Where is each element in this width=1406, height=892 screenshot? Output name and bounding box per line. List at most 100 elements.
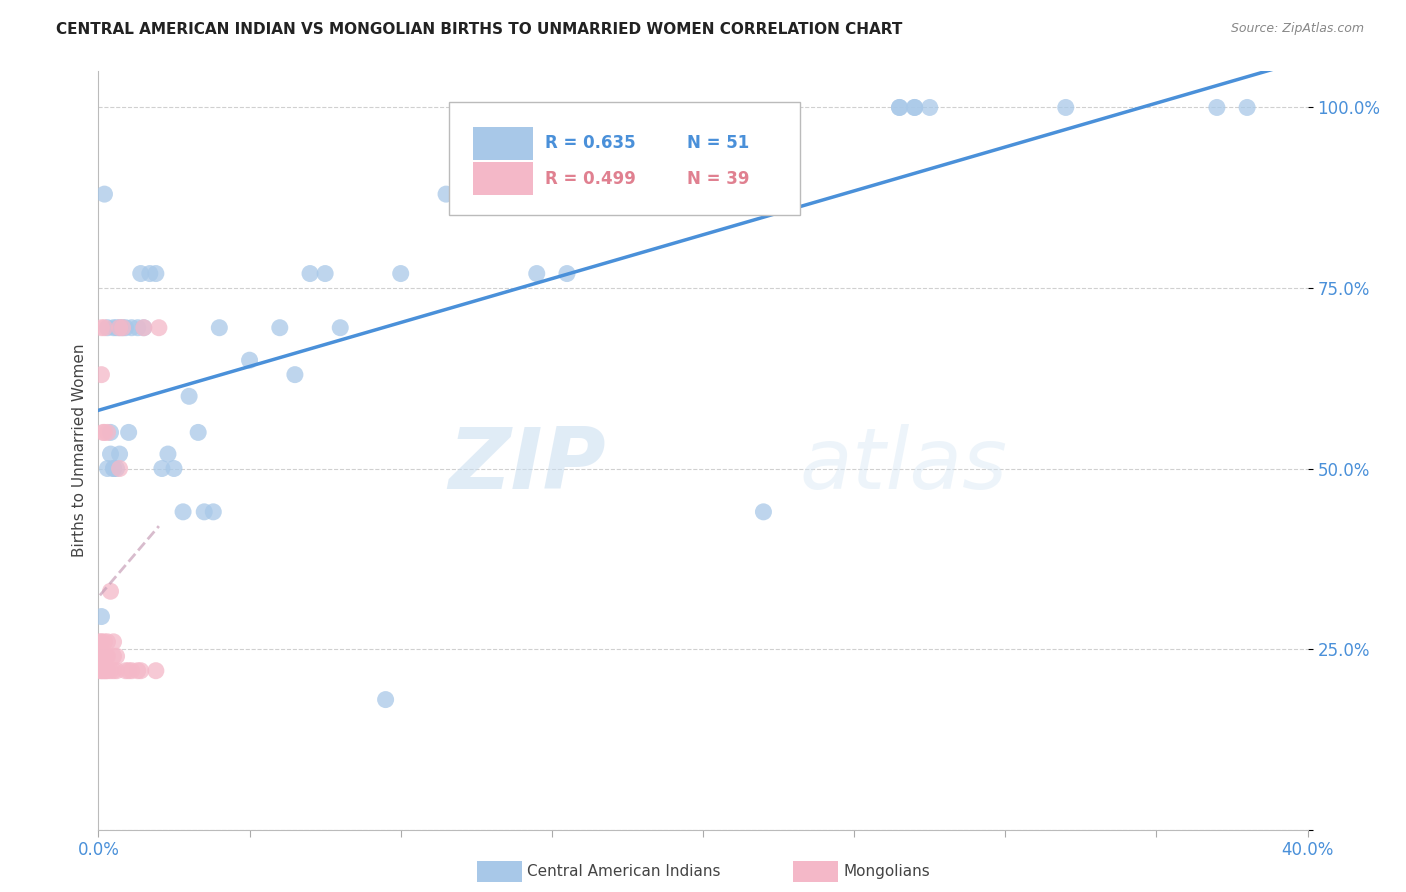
Point xyxy=(96,635,118,649)
Point xyxy=(889,100,911,114)
Point xyxy=(108,320,131,334)
Point xyxy=(103,635,125,649)
Point xyxy=(904,100,927,114)
Point xyxy=(108,320,131,334)
Point xyxy=(94,649,117,664)
Point xyxy=(114,320,136,334)
Point xyxy=(103,461,125,475)
Point xyxy=(93,425,115,440)
Point xyxy=(111,320,134,334)
Text: R = 0.499: R = 0.499 xyxy=(544,169,636,187)
Point xyxy=(96,649,118,664)
Point xyxy=(93,635,115,649)
Point xyxy=(269,320,291,334)
Point xyxy=(121,320,143,334)
FancyBboxPatch shape xyxy=(449,102,800,216)
Point xyxy=(118,664,141,678)
FancyBboxPatch shape xyxy=(474,162,533,195)
Point xyxy=(100,447,122,461)
Point xyxy=(156,447,179,461)
Point xyxy=(132,320,155,334)
Text: Mongolians: Mongolians xyxy=(844,864,931,879)
Point xyxy=(96,664,118,678)
Point xyxy=(434,187,457,202)
Point xyxy=(374,692,396,706)
Point xyxy=(96,425,118,440)
Point xyxy=(96,461,118,475)
Point xyxy=(889,100,911,114)
Point xyxy=(90,368,112,382)
Point xyxy=(239,353,262,368)
Text: Central American Indians: Central American Indians xyxy=(527,864,721,879)
Point xyxy=(187,425,209,440)
Point xyxy=(1206,100,1229,114)
Point xyxy=(163,461,186,475)
FancyBboxPatch shape xyxy=(474,127,533,160)
Point xyxy=(193,505,215,519)
Text: R = 0.635: R = 0.635 xyxy=(544,135,636,153)
Point xyxy=(129,664,152,678)
Point xyxy=(526,267,548,281)
Point xyxy=(105,649,128,664)
Point xyxy=(129,267,152,281)
Point xyxy=(904,100,927,114)
Point xyxy=(127,664,149,678)
Point xyxy=(1236,100,1258,114)
Point xyxy=(139,267,162,281)
Point xyxy=(90,649,112,664)
Point xyxy=(105,320,128,334)
Point xyxy=(93,187,115,202)
Point xyxy=(100,584,122,599)
Point xyxy=(918,100,941,114)
Point xyxy=(127,320,149,334)
Point xyxy=(105,461,128,475)
Point xyxy=(121,664,143,678)
Point xyxy=(284,368,307,382)
Point xyxy=(132,320,155,334)
Point xyxy=(1054,100,1077,114)
Text: atlas: atlas xyxy=(800,424,1008,508)
Point xyxy=(752,505,775,519)
Point xyxy=(103,649,125,664)
Point xyxy=(90,635,112,649)
Point xyxy=(148,320,170,334)
Point xyxy=(114,664,136,678)
Point xyxy=(108,447,131,461)
Point xyxy=(555,267,578,281)
Point xyxy=(202,505,225,519)
Point xyxy=(208,320,231,334)
Point xyxy=(172,505,194,519)
Point xyxy=(103,461,125,475)
Point xyxy=(108,461,131,475)
Point xyxy=(111,320,134,334)
Point xyxy=(145,267,167,281)
Point xyxy=(329,320,352,334)
Point xyxy=(90,664,112,678)
Point xyxy=(314,267,336,281)
Point xyxy=(94,664,117,678)
Point xyxy=(89,649,111,664)
Point xyxy=(179,389,201,403)
Point xyxy=(93,320,115,334)
Point xyxy=(150,461,173,475)
Point xyxy=(100,664,122,678)
Point xyxy=(299,267,322,281)
Text: N = 51: N = 51 xyxy=(688,135,749,153)
Text: Source: ZipAtlas.com: Source: ZipAtlas.com xyxy=(1230,22,1364,36)
Text: ZIP: ZIP xyxy=(449,424,606,508)
Point xyxy=(89,635,111,649)
Point xyxy=(96,320,118,334)
Point xyxy=(90,609,112,624)
Point xyxy=(100,425,122,440)
Point xyxy=(89,664,111,678)
Point xyxy=(93,664,115,678)
Point xyxy=(90,320,112,334)
Point xyxy=(105,664,128,678)
Point xyxy=(389,267,412,281)
Text: N = 39: N = 39 xyxy=(688,169,749,187)
Text: CENTRAL AMERICAN INDIAN VS MONGOLIAN BIRTHS TO UNMARRIED WOMEN CORRELATION CHART: CENTRAL AMERICAN INDIAN VS MONGOLIAN BIR… xyxy=(56,22,903,37)
Point xyxy=(91,425,114,440)
Point xyxy=(103,664,125,678)
Point xyxy=(103,320,125,334)
Point xyxy=(118,425,141,440)
